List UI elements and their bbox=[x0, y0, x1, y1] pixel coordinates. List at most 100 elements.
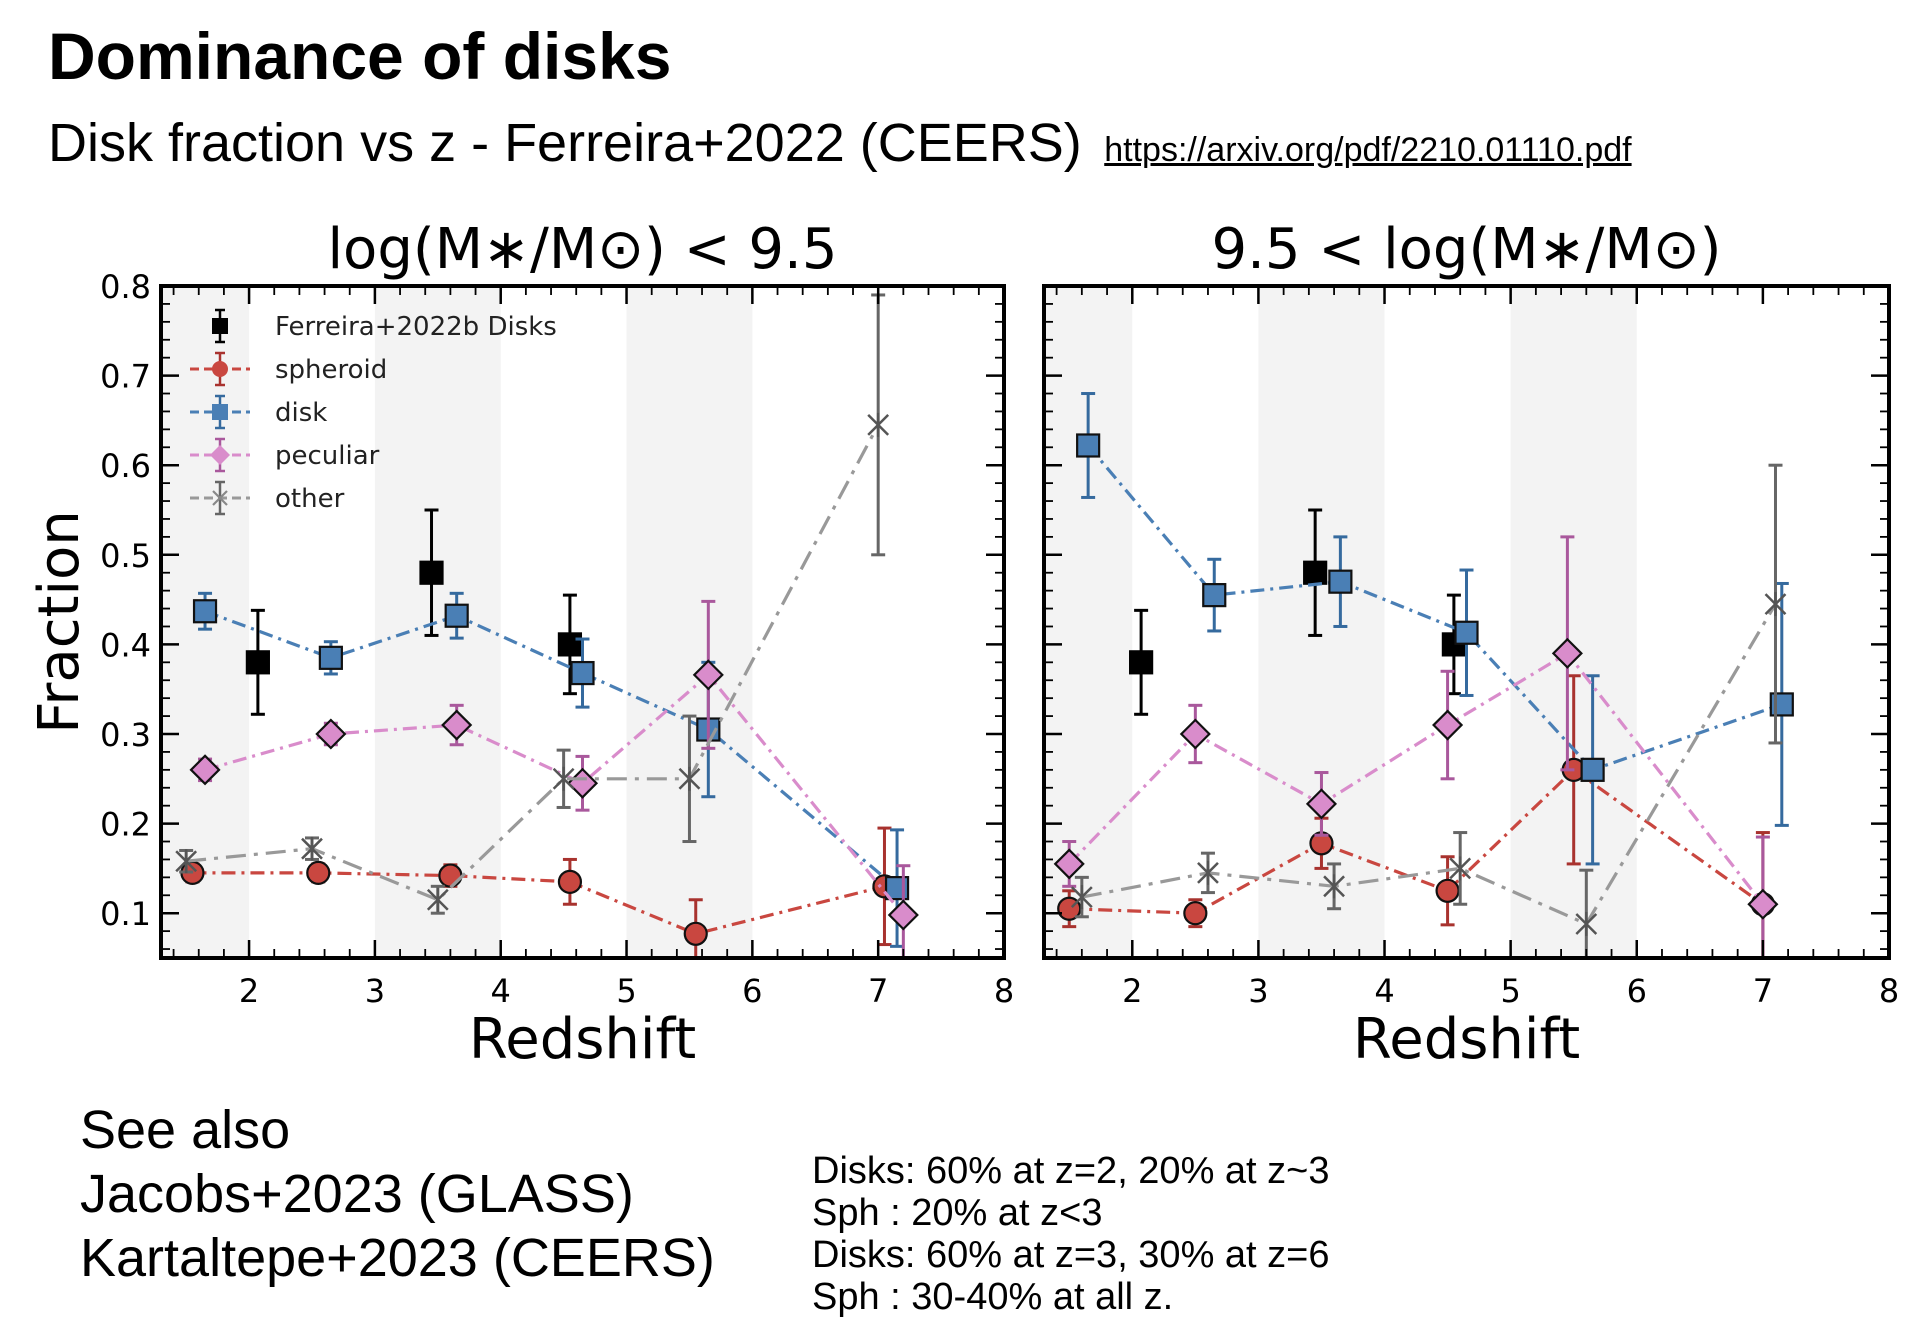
chart-panel-1: log(M∗/M⊙) < 9.5 2 3 4 5 6 7 8 0.1 0.2 0.3 0.4 0.5 0.… bbox=[27, 217, 1014, 1072]
subtitle-row: Disk fraction vs z - Ferreira+2022 (CEER… bbox=[48, 112, 1632, 174]
series-line bbox=[1068, 651, 1765, 906]
legend-marker bbox=[212, 490, 228, 506]
data-point bbox=[1435, 878, 1460, 903]
y-tick-label: 0.8 bbox=[100, 268, 151, 306]
plot-area bbox=[175, 293, 919, 958]
data-point bbox=[867, 412, 890, 437]
data-point bbox=[678, 766, 701, 791]
major-ticks bbox=[161, 284, 1006, 958]
x-tick-label: 7 bbox=[1753, 972, 1773, 1010]
chart-panel-2: 9.5 < log(M∗/M⊙) 2 3 4 5 6 7 8 Redshift bbox=[1042, 217, 1899, 1072]
see-also-ref: Jacobs+2023 (GLASS) bbox=[80, 1164, 634, 1224]
data-point bbox=[1764, 592, 1787, 617]
data-point bbox=[315, 718, 347, 750]
data-point bbox=[570, 660, 595, 686]
minor-ticks bbox=[161, 285, 1005, 958]
series-line bbox=[1086, 444, 1783, 772]
legend-marker bbox=[210, 445, 230, 465]
shaded-band bbox=[626, 286, 753, 958]
x-tick-label: 2 bbox=[239, 972, 259, 1010]
data-point bbox=[318, 645, 343, 670]
x-tick-label: 5 bbox=[1500, 972, 1520, 1010]
legend-item: peculiar bbox=[190, 437, 380, 473]
x-tick-label: 8 bbox=[1879, 972, 1899, 1010]
data-point bbox=[419, 560, 444, 585]
data-point bbox=[1580, 757, 1605, 782]
data-point bbox=[306, 860, 331, 885]
data-point bbox=[1129, 650, 1154, 675]
chart-title: log(M∗/M⊙) < 9.5 bbox=[328, 217, 838, 282]
see-also: See also Jacobs+2023 (GLASS) Kartaltepe+… bbox=[80, 1098, 715, 1290]
data-point bbox=[887, 899, 919, 931]
data-point bbox=[441, 709, 473, 741]
legend-label: disk bbox=[275, 398, 327, 428]
data-point bbox=[1179, 718, 1211, 750]
chart-title: 9.5 < log(M∗/M⊙) bbox=[1212, 217, 1722, 282]
data-point bbox=[189, 754, 221, 786]
data-point bbox=[1305, 788, 1338, 820]
legend-item: other bbox=[190, 480, 345, 516]
series-line bbox=[1081, 603, 1777, 926]
data-point bbox=[1551, 637, 1583, 669]
series-disk bbox=[1076, 392, 1794, 866]
series-line bbox=[204, 672, 905, 917]
x-axis-label: Redshift bbox=[469, 1007, 696, 1072]
data-point bbox=[1070, 885, 1093, 910]
x-tick-label: 7 bbox=[868, 972, 888, 1010]
data-point bbox=[1454, 620, 1479, 645]
plot-area bbox=[1053, 392, 1794, 958]
data-point bbox=[438, 863, 463, 888]
data-point bbox=[175, 849, 198, 874]
y-tick-label: 0.4 bbox=[100, 626, 151, 664]
x-tick-label: 2 bbox=[1122, 972, 1142, 1010]
slide-title: Dominance of disks bbox=[48, 19, 672, 93]
data-point bbox=[301, 836, 323, 861]
data-point bbox=[1449, 856, 1472, 881]
y-tick-label: 0.3 bbox=[100, 716, 151, 754]
series-line bbox=[192, 871, 885, 936]
data-point bbox=[1053, 848, 1085, 880]
series-ferreira-2022b-disks bbox=[1129, 508, 1466, 716]
legend-item: Ferreira+2022b Disks bbox=[212, 308, 557, 344]
x-tick-label: 6 bbox=[1627, 972, 1647, 1010]
legend-item: disk bbox=[190, 394, 327, 430]
legend-item: spheroid bbox=[190, 351, 387, 387]
legend-marker bbox=[212, 318, 228, 334]
legend-label: spheroid bbox=[275, 355, 387, 385]
series-peculiar bbox=[1053, 535, 1779, 958]
legend: Ferreira+2022b Disks spheroid disk peculiar… bbox=[190, 308, 557, 516]
data-point bbox=[245, 650, 270, 675]
notes: Disks: 60% at z=2, 20% at z~3 Sph : 20% … bbox=[812, 1150, 1330, 1318]
data-point bbox=[692, 659, 724, 691]
series-line bbox=[204, 609, 899, 890]
data-point bbox=[1747, 888, 1779, 920]
data-point bbox=[1328, 569, 1353, 594]
major-ticks bbox=[1044, 284, 1891, 958]
note-line: Disks: 60% at z=3, 30% at z=6 bbox=[812, 1234, 1330, 1276]
paper-link[interactable]: https://arxiv.org/pdf/2210.01110.pdf bbox=[1104, 131, 1632, 169]
series-spheroid bbox=[180, 826, 897, 958]
see-also-ref: Kartaltepe+2023 (CEERS) bbox=[80, 1228, 715, 1288]
data-point bbox=[683, 921, 708, 946]
x-tick-label: 4 bbox=[1374, 972, 1394, 1010]
x-axis-label: Redshift bbox=[1353, 1007, 1580, 1072]
note-line: Sph : 30-40% at all z. bbox=[812, 1276, 1174, 1318]
shaded-band bbox=[1044, 286, 1133, 958]
data-point bbox=[557, 869, 583, 894]
data-point bbox=[444, 603, 469, 628]
plot-frame bbox=[159, 284, 1006, 960]
series-line bbox=[186, 424, 880, 902]
x-tick-label: 3 bbox=[1248, 972, 1268, 1010]
data-point bbox=[1432, 709, 1464, 741]
y-tick-label: 0.6 bbox=[100, 447, 151, 485]
note-line: Disks: 60% at z=2, 20% at z~3 bbox=[812, 1150, 1330, 1192]
legend-marker bbox=[212, 361, 228, 377]
data-point bbox=[1575, 911, 1598, 936]
y-tick-label: 0.5 bbox=[100, 537, 151, 575]
data-point bbox=[1202, 583, 1227, 608]
x-tick-label: 8 bbox=[994, 972, 1014, 1010]
legend-label: Ferreira+2022b Disks bbox=[275, 312, 557, 342]
series-other bbox=[175, 293, 890, 915]
shaded-band bbox=[374, 286, 501, 958]
legend-label: other bbox=[275, 484, 345, 514]
